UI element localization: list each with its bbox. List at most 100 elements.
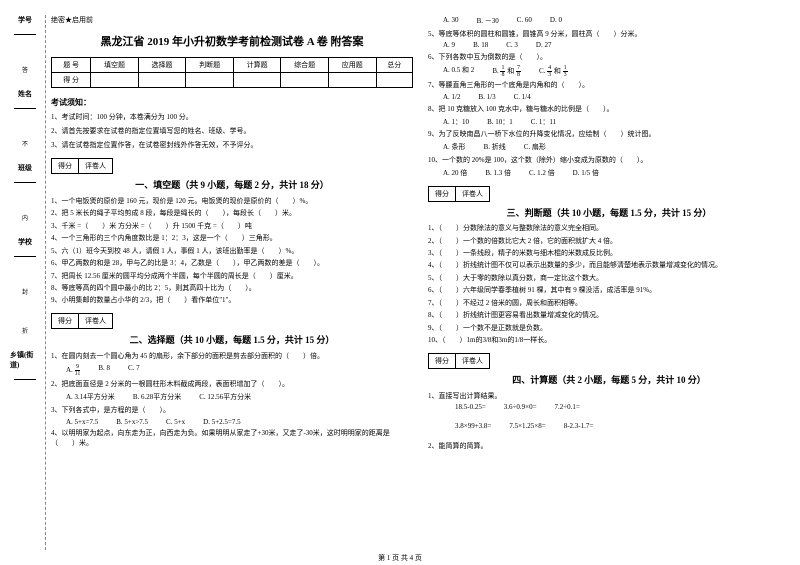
td[interactable] [91,73,139,88]
opt-b: B. 8 [98,364,110,377]
td[interactable] [328,73,376,88]
q2-7: 7、等腰直角三角形的一个底角是内角和的（ ）。 [428,81,790,90]
q: 7、（ ）不经过 2 倍米的圆，周长和面积相等。 [428,299,790,308]
seal-mark-2: 不 [22,139,28,148]
td[interactable] [138,73,186,88]
opt: B. 18 [473,41,488,49]
section-1-title: 一、填空题（共 9 小题，每题 2 分，共计 18 分） [51,178,413,191]
q: 6、（ ）六年级同学春季植树 91 棵，其中有 9 棵没活，成活率是 91%。 [428,286,790,295]
notice-2: 2、请首先按要求在试卷的指定位置填写您的姓名、班级、学号。 [51,127,413,137]
opt: D. 5+2.5=7.5 [203,418,240,426]
q: 5、（ ）大于零的数除以真分数，商一定比这个数大。 [428,274,790,283]
q2-10-opts: A. 20 倍 B. 1.3 倍 C. 1.2 倍 D. 1/5 倍 [443,168,790,178]
opt: C. 12.56平方分米 [199,392,251,402]
margin-class-line [14,175,36,183]
opt: B. 1.3 倍 [485,168,511,178]
th: 应用题 [328,58,376,73]
q2-1: 1、在圆内刻去一个圆心角为 45 的扇形，余下部分的面积是剪去部分面积的（ ）倍… [51,352,413,361]
td[interactable] [186,73,234,88]
opt: C. 60 [517,16,532,26]
margin-name: 姓名 [14,89,36,109]
calc: 18.5-0.25= [455,403,486,411]
spacer [428,432,790,440]
opt: A. 3.14平方分米 [66,392,115,402]
td[interactable] [281,73,329,88]
q: 2、（ ）一个数的倍数比它大 2 倍，它的面积就扩大 4 倍。 [428,237,790,246]
opt: B. 折线 [484,142,506,152]
score-box-4: 得分 评卷人 [428,353,790,369]
calc-row-1: 18.5-0.25= 3.6÷0.9×0= 7.2÷0.1= [443,403,790,411]
margin-township-label: 乡镇(街道) [10,350,40,370]
score-box-2: 得分 评卷人 [51,313,413,329]
grader-cell: 评卷人 [456,186,490,202]
calc: 3.6÷0.9×0= [504,403,537,411]
q: 6、甲乙两数的和是 28，甲与乙的比是 3：4，乙数是（ ），甲乙两数的差是（ … [51,259,413,268]
q2-2: 2、把底面直径是 2 分米的一根圆柱形木料截成两段，表面积增加了（ ）。 [51,380,413,389]
opt: B. 6.28平方分米 [133,392,181,402]
page: 学号 答 姓名 不 班级 内 学校 封 折 乡镇(街道) 绝密★启用前 黑龙江省… [0,0,800,555]
fraction: 13 [563,65,568,78]
th: 填空题 [91,58,139,73]
q2-2-opts: A. 3.14平方分米 B. 6.28平方分米 C. 12.56平方分米 [66,392,413,402]
margin-school-line [14,249,36,257]
margin-id-line [14,27,36,35]
opt: C. 5+x [166,418,185,426]
score-header-row: 题 号 填空题 选择题 判断题 计算题 综合题 应用题 总分 [52,58,413,73]
td[interactable] [233,73,281,88]
notice-title: 考试须知： [51,97,413,108]
q2-10: 10、一个数的 20%是 100，这个数（除外）缩小变成为原数的（ ）。 [428,156,790,165]
main-content: 绝密★启用前 黑龙江省 2019 年小升初数学考前检测试卷 A 卷 附答案 题 … [51,15,790,550]
q2-9-opts: A. 条形 B. 折线 C. 扇形 [443,142,790,152]
td[interactable] [376,73,413,88]
q: 8、（ ）折线统计图更容易看出数量增减变化的情况。 [428,311,790,320]
q2-4-opts: A. 30 B. －30 C. 60 D. 0 [443,16,790,26]
notice-3: 3、请在试卷指定位置作答，在试卷密封线外作答无效，不予评分。 [51,141,413,151]
q2-5-opts: A. 9 B. 18 C. 3 D. 27 [443,41,790,49]
q2-6: 6、下列各数中互为倒数的是（ ）。 [428,53,790,62]
q2-9: 9、为了反映南昌八一桥下水位的升降变化情况，应绘制（ ）统计图。 [428,130,790,139]
fraction: 43 [547,65,552,78]
td: 得 分 [52,73,91,88]
q2-1-opts: A. 911 B. 8 C. 7 [66,364,413,377]
opt-c: C. 43 和 13 [539,65,568,78]
q2-4: 4、以明明家为起点，向东走为正，向西走为负。如果明明从家走了+30米，又走了-3… [51,429,413,448]
q4-2: 2、能简算的简算。 [428,442,790,451]
calc: 8-2.3-1.7= [564,422,594,430]
score-cell: 得分 [51,313,79,329]
page-footer: 第 1 页 共 4 页 [0,553,800,563]
opt-a: A. 0.5 和 2 [443,65,474,78]
q: 9、小明集邮的数量占小华的 2/3，把（ ）看作单位"1"。 [51,296,413,305]
q2-3: 3、下列各式中，是方程的是（ ）。 [51,406,413,415]
opt: C. 扇形 [524,142,546,152]
q2-5: 5、等底等体积的圆柱和圆锥，圆锥高 9 分米，圆柱高（ ）分米。 [428,30,790,39]
confidential-mark: 绝密★启用前 [51,15,413,25]
opt: B. 5+x>7.5 [116,418,148,426]
opt: D. 27 [536,41,552,49]
opt: C. 1.2 倍 [529,168,555,178]
spacer [428,413,790,421]
margin-township: 乡镇(街道) [10,350,40,380]
seal-mark: 答 [22,65,28,74]
th: 判断题 [186,58,234,73]
q: 10、（ ）1m的3/8和3m的1/8一样长。 [428,336,790,345]
th: 选择题 [138,58,186,73]
opt: B. －30 [477,16,499,26]
score-value-row: 得 分 [52,73,413,88]
q: 4、（ ）折线统计图不仅可以表示出数量的多少，而且能够清楚地表示数量增减变化的情… [428,261,790,270]
opt: B. 10：1 [487,117,513,127]
q: 7、把周长 12.56 厘米的圆平均分成两个半圆，每个半圆的周长是（ ）厘米。 [51,272,413,281]
th: 题 号 [52,58,91,73]
q: 4、一个三角形的三个内角度数比是 1：2：3，这是一个（ ）三角形。 [51,234,413,243]
grader-cell: 评卷人 [456,353,490,369]
score-box-1: 得分 评卷人 [51,158,413,174]
opt-b: B. 18 和 78 [492,65,521,78]
margin-class-label: 班级 [18,163,32,173]
q4-1: 1、直接写出计算结果。 [428,392,790,401]
q: 1、一个电饭煲的原价是 160 元，现价是 120 元。电饭煲的现价是原价的（ … [51,197,413,206]
seal-mark-3: 内 [22,213,28,222]
opt: A. 20 倍 [443,168,467,178]
opt: A. 30 [443,16,459,26]
exam-title: 黑龙江省 2019 年小升初数学考前检测试卷 A 卷 附答案 [51,33,413,49]
margin-id: 学号 [14,15,36,35]
opt: A. 1：10 [443,117,469,127]
